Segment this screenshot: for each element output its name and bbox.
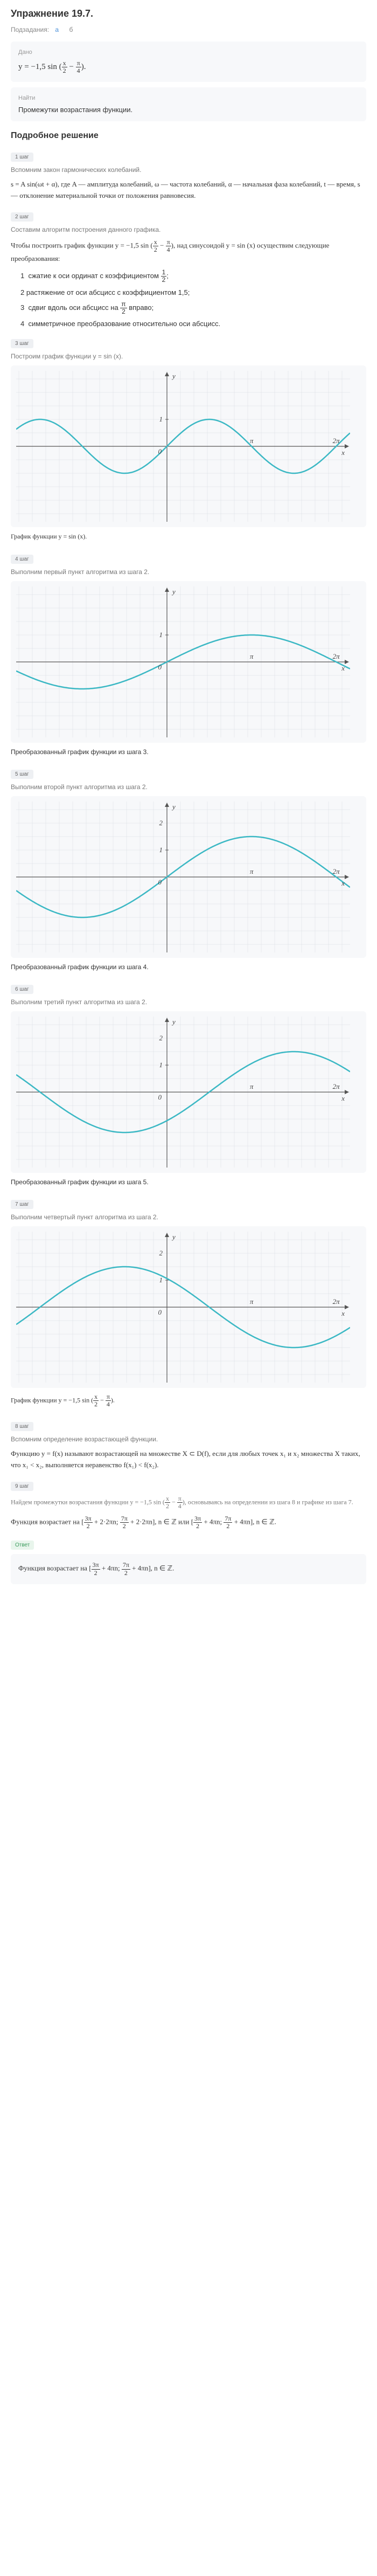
step2-body1: Чтобы построить график функции y = −1,5 … [11, 239, 366, 265]
svg-text:y: y [171, 1233, 176, 1241]
svg-text:2: 2 [159, 819, 163, 827]
svg-text:x: x [341, 448, 345, 457]
find-label: Найти [18, 95, 359, 101]
svg-text:y: y [171, 372, 176, 380]
step5-badge: 5 шаг [11, 770, 33, 779]
svg-text:1: 1 [159, 1061, 163, 1069]
answer-box: Функция возрастает на [3π2 + 4πn; 7π2 + … [11, 1554, 366, 1584]
answer-badge: Ответ [11, 1541, 34, 1550]
step6-text: Выполним третий пункт алгоритма из шага … [11, 998, 366, 1006]
step9-body: Функция возрастает на [3π2 + 2·2πn; 7π2 … [11, 1515, 366, 1530]
graph3-svg: x y 0 π 2π 1 2 [16, 802, 350, 952]
svg-text:2π: 2π [333, 1297, 340, 1306]
svg-text:0: 0 [158, 1093, 162, 1101]
svg-text:2π: 2π [333, 867, 340, 875]
graph5-box: x y 0 π 2π 1 2 [11, 1226, 366, 1388]
step4-text: Выполним первый пункт алгоритма из шага … [11, 568, 366, 576]
svg-text:2: 2 [159, 1249, 163, 1257]
graph2-box: x y 0 π 2π 1 [11, 581, 366, 743]
svg-text:y: y [171, 803, 176, 811]
svg-text:π: π [250, 1082, 254, 1090]
svg-text:π: π [250, 1297, 254, 1306]
step1-badge: 1 шаг [11, 153, 33, 162]
step2-li4: 4 симметричное преобразование относитель… [20, 317, 366, 330]
svg-text:x: x [341, 879, 345, 887]
svg-text:2π: 2π [333, 437, 340, 445]
step1-body: s = A sin(ωt + α), где A — амплитуда кол… [11, 179, 366, 202]
graph4-box: x y 0 π 2π 1 2 [11, 1011, 366, 1173]
step1-text: Вспомним закон гармонических колебаний. [11, 166, 366, 174]
svg-text:1: 1 [159, 631, 163, 639]
step2-li2: 2 растяжение от оси абсцисс с коэффициен… [20, 286, 366, 299]
subtask-b[interactable]: б [69, 26, 73, 33]
svg-text:x: x [341, 664, 345, 672]
step9-text: Найдем промежутки возрастания функции y … [11, 1495, 366, 1510]
svg-text:2: 2 [159, 1034, 163, 1042]
given-formula: y = −1,5 sin (x2 − π4). [18, 60, 359, 74]
svg-text:0: 0 [158, 1308, 162, 1316]
graph5-caption: График функции y = −1,5 sin (x2 − π4). [11, 1393, 366, 1408]
step2-li3: 3 сдвиг вдоль оси абсцисс на π2 вправо; [20, 301, 366, 315]
graph1-box: x y 0 π 2π 1 [11, 365, 366, 527]
step8-text: Вспомним определение возрастающей функци… [11, 1435, 366, 1443]
svg-text:1: 1 [159, 846, 163, 854]
step8-body: Функцию y = f(x) называют возрастающей н… [11, 1448, 366, 1471]
svg-text:π: π [250, 652, 254, 660]
graph4-svg: x y 0 π 2π 1 2 [16, 1017, 350, 1168]
svg-text:0: 0 [158, 663, 162, 671]
svg-text:0: 0 [158, 878, 162, 886]
step3-badge: 3 шаг [11, 339, 33, 348]
step4-badge: 4 шаг [11, 555, 33, 564]
graph1-svg: x y 0 π 2π 1 [16, 371, 350, 522]
graph5-svg: x y 0 π 2π 1 2 [16, 1232, 350, 1383]
graph3-box: x y 0 π 2π 1 2 [11, 796, 366, 958]
step8-badge: 8 шаг [11, 1422, 33, 1431]
graph2-caption: Преобразованный график функции из шага 3… [11, 748, 366, 756]
given-label: Дано [18, 49, 359, 56]
subtask-a[interactable]: а [55, 26, 59, 33]
svg-text:0: 0 [158, 447, 162, 455]
step5-text: Выполним второй пункт алгоритма из шага … [11, 783, 366, 791]
svg-text:y: y [171, 588, 176, 596]
given-box: Дано y = −1,5 sin (x2 − π4). [11, 42, 366, 82]
subtask-label: Подзадания: [11, 26, 49, 33]
graph4-caption: Преобразованный график функции из шага 5… [11, 1178, 366, 1186]
find-box: Найти Промежутки возрастания функции. [11, 87, 366, 121]
step2-text: Составим алгоритм построения данного гра… [11, 226, 366, 233]
step6-badge: 6 шаг [11, 985, 33, 994]
exercise-title: Упражнение 19.7. [11, 8, 366, 19]
step2-li1: 1 сжатие к оси ординат с коэффициентом 1… [20, 269, 366, 284]
find-text: Промежутки возрастания функции. [18, 106, 359, 114]
graph3-caption: Преобразованный график функции из шага 4… [11, 963, 366, 971]
svg-text:2π: 2π [333, 652, 340, 660]
svg-text:1: 1 [159, 415, 163, 423]
step7-badge: 7 шаг [11, 1200, 33, 1209]
svg-text:2π: 2π [333, 1082, 340, 1090]
step9-badge: 9 шаг [11, 1482, 33, 1491]
step3-text: Построим график функции y = sin (x). [11, 353, 366, 360]
step2-badge: 2 шаг [11, 212, 33, 222]
svg-text:y: y [171, 1018, 176, 1026]
svg-text:π: π [250, 437, 254, 445]
graph1-caption: График функции y = sin (x). [11, 533, 366, 541]
svg-text:1: 1 [159, 1276, 163, 1284]
graph2-svg: x y 0 π 2π 1 [16, 586, 350, 737]
solution-title: Подробное решение [11, 131, 366, 141]
svg-text:x: x [341, 1094, 345, 1102]
subtask-row: Подзадания: а б [11, 26, 366, 33]
svg-text:x: x [341, 1309, 345, 1317]
step7-text: Выполним четвертый пункт алгоритма из ша… [11, 1213, 366, 1221]
svg-text:π: π [250, 867, 254, 875]
